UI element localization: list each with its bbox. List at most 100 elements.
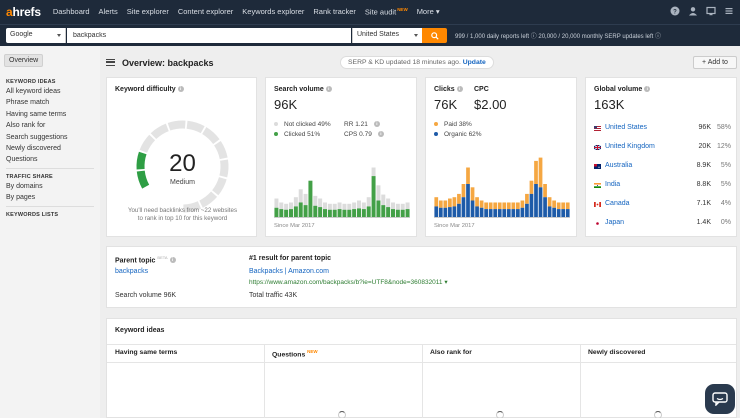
user-icon[interactable] xyxy=(688,6,698,16)
gauge-segment xyxy=(199,191,218,208)
us-flag-icon xyxy=(594,126,601,131)
sidebar-item-also-rank-for[interactable]: Also rank for xyxy=(6,122,46,130)
nav-site-audit[interactable]: Site auditNEW xyxy=(365,7,408,17)
country-row-uk[interactable]: United Kingdom 20K 12% xyxy=(594,141,734,160)
bar-top xyxy=(461,184,466,198)
bar-bottom xyxy=(502,209,507,217)
top-result-url[interactable]: https://www.amazon.com/backpacks/b?ie=UT… xyxy=(249,279,448,286)
bar-bottom xyxy=(457,203,461,217)
sidebar-item-all-keyword-ideas[interactable]: All keyword ideas xyxy=(6,88,61,95)
sidebar-item-search-suggestions[interactable]: Search suggestions xyxy=(6,133,68,141)
country-row-us[interactable]: United States 96K 58% xyxy=(594,122,734,141)
add-to-button[interactable]: + Add to xyxy=(693,56,737,69)
global-volume-title-text: Global volume xyxy=(594,86,643,93)
parent-topic-keyword[interactable]: backpacks xyxy=(115,268,149,275)
nav-more[interactable]: More ▾ xyxy=(417,7,440,17)
chat-button[interactable] xyxy=(705,384,735,414)
bar-bottom xyxy=(293,206,298,217)
sidebar-item-phrase-match[interactable]: Phrase match xyxy=(6,99,50,107)
paid-label: Paid 38% xyxy=(444,120,472,128)
global-volume-title: Global volume i xyxy=(594,86,651,93)
update-link[interactable]: Update xyxy=(462,59,486,66)
search-button[interactable] xyxy=(422,28,447,43)
nav-content-explorer[interactable]: Content explorer xyxy=(177,7,234,17)
gauge-segment xyxy=(214,140,228,160)
nav-dashboard[interactable]: Dashboard xyxy=(52,7,90,17)
sidebar-item-newly-discovered[interactable]: Newly discovered xyxy=(6,144,61,152)
country-name[interactable]: India xyxy=(605,181,621,188)
questions-header[interactable]: Questions NEW xyxy=(272,349,318,358)
country-row-au[interactable]: Australia 8.9K 5% xyxy=(594,160,734,179)
bar-bottom xyxy=(313,205,318,217)
bar-top xyxy=(284,203,289,210)
update-status-text: SERP & KD updated 18 minutes ago. xyxy=(348,59,461,66)
add-to-label: Add to xyxy=(707,59,728,66)
country-name[interactable]: Australia xyxy=(605,162,633,169)
nav-keywords-explorer[interactable]: Keywords explorer xyxy=(242,7,305,17)
bar-top xyxy=(376,185,381,201)
bar-bottom xyxy=(484,209,488,217)
ahrefs-logo[interactable]: ahrefs xyxy=(6,5,41,19)
country-row-jp[interactable]: Japan 1.4K 0% xyxy=(594,217,734,236)
info-icon[interactable]: i xyxy=(456,86,463,92)
keyword-ideas-title: Keyword ideas xyxy=(115,327,165,334)
country-name[interactable]: United States xyxy=(605,124,648,131)
sidebar-item-questions[interactable]: Questions xyxy=(6,156,38,164)
gauge-segment xyxy=(186,120,205,134)
info-icon[interactable]: i xyxy=(377,131,384,137)
sidebar-item-by-pages[interactable]: By pages xyxy=(6,194,36,202)
info-icon[interactable]: i xyxy=(169,257,176,264)
divider xyxy=(107,362,736,363)
country-name[interactable]: United Kingdom xyxy=(605,143,655,150)
hamburger-icon[interactable] xyxy=(106,59,115,66)
country-row-in[interactable]: India 8.8K 5% xyxy=(594,179,734,198)
bar-bottom xyxy=(376,200,381,217)
info-icon[interactable]: i xyxy=(177,86,184,92)
bar-bottom xyxy=(303,205,308,217)
bar-top xyxy=(313,195,318,206)
country-percent: 12% xyxy=(716,143,731,150)
clicks-title-text: Clicks xyxy=(434,86,455,93)
keywords-lists-section-title[interactable]: KEYWORDS LISTS xyxy=(6,211,59,218)
nav-alerts[interactable]: Alerts xyxy=(98,7,118,17)
also-rank-for-header[interactable]: Also rank for xyxy=(430,349,472,356)
bar-bottom xyxy=(318,207,323,217)
sidebar-item-having-same-terms[interactable]: Having same terms xyxy=(6,110,67,118)
info-icon[interactable]: i xyxy=(644,86,651,92)
keyword-ideas-card: Keyword ideas Having same terms Question… xyxy=(106,318,737,418)
bar-top xyxy=(371,167,376,177)
bar-bottom xyxy=(466,184,470,217)
country-name[interactable]: Canada xyxy=(605,200,630,207)
country-volume: 96K xyxy=(698,124,711,131)
sidebar-item-overview[interactable]: Overview xyxy=(4,54,44,67)
country-name[interactable]: Japan xyxy=(605,219,625,226)
nav-site-explorer[interactable]: Site explorer xyxy=(126,7,169,17)
having-same-terms-header[interactable]: Having same terms xyxy=(115,349,178,356)
bar-bottom xyxy=(308,180,313,217)
sidebar-item-by-domains[interactable]: By domains xyxy=(6,182,43,190)
country-row-ca[interactable]: Canada 7.1K 4% xyxy=(594,198,734,217)
gauge-segment xyxy=(202,127,220,145)
bar-bottom xyxy=(298,202,303,217)
search-engine-select[interactable]: Google xyxy=(6,28,66,43)
bar-bottom xyxy=(443,207,448,217)
country-select[interactable]: United States xyxy=(352,28,422,43)
chat-icon xyxy=(712,392,728,406)
new-badge: NEW xyxy=(397,7,408,13)
top-result-link[interactable]: Backpacks | Amazon.com xyxy=(249,268,330,275)
parent-search-volume: Search volume 96K xyxy=(115,292,177,299)
info-icon[interactable]: i xyxy=(373,121,380,127)
bar-bottom xyxy=(547,206,552,217)
monitor-icon[interactable] xyxy=(706,6,716,16)
parent-topic-title-text: Parent topic xyxy=(115,257,156,265)
menu-icon[interactable] xyxy=(724,6,734,16)
keyword-search-input[interactable] xyxy=(67,28,351,43)
newly-discovered-header[interactable]: Newly discovered xyxy=(588,349,646,356)
info-icon[interactable]: i xyxy=(325,86,332,92)
country-percent: 5% xyxy=(720,162,731,169)
top-navbar: ahrefs Dashboard Alerts Site explorer Co… xyxy=(0,0,740,24)
nav-rank-tracker[interactable]: Rank tracker xyxy=(313,7,356,17)
divider xyxy=(6,167,94,169)
bar-top xyxy=(543,184,547,198)
help-icon[interactable]: ? xyxy=(670,6,680,16)
